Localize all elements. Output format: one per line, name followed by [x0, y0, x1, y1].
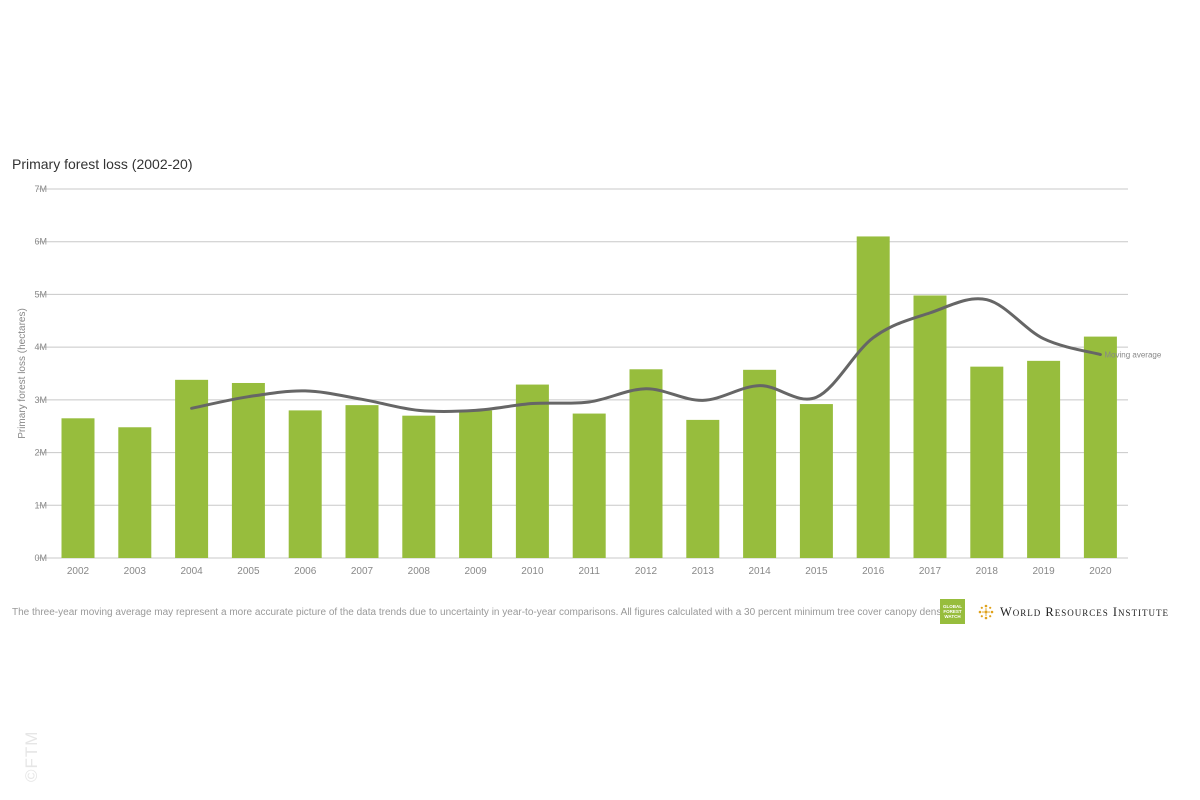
bar [288, 410, 322, 558]
x-tick-label: 2012 [635, 566, 658, 577]
bar [61, 418, 95, 558]
bar [572, 413, 606, 558]
x-tick-label: 2002 [67, 566, 90, 577]
x-tick-label: 2014 [748, 566, 771, 577]
x-tick-label: 2007 [351, 566, 374, 577]
x-tick-label: 2011 [578, 566, 600, 577]
y-tick-label: 1M [34, 500, 47, 510]
global-forest-watch-logo: GLOBAL FOREST WATCH [940, 599, 965, 624]
bar [459, 410, 493, 558]
x-tick-label: 2013 [692, 566, 715, 577]
moving-average-line [190, 297, 1102, 414]
bar [686, 419, 720, 558]
moving-average-series: Moving average [190, 297, 1162, 414]
x-tick-label: 2018 [976, 566, 999, 577]
x-tick-label: 2003 [124, 566, 147, 577]
y-tick-label: 4M [34, 342, 47, 352]
y-axis-label: Primary forest loss (hectares) [17, 308, 28, 439]
wri-emblem-icon [978, 604, 994, 620]
wri-logo-text: World Resources Institute [1000, 604, 1170, 619]
bar [913, 295, 947, 558]
bar [515, 384, 549, 558]
y-tick-label: 5M [34, 289, 47, 299]
gfw-logo-line: WATCH [944, 614, 961, 619]
y-tick-label: 3M [34, 395, 47, 405]
x-tick-label: 2005 [237, 566, 260, 577]
moving-average-label: Moving average [1104, 351, 1161, 360]
bar [1027, 360, 1061, 558]
x-tick-label: 2019 [1032, 566, 1055, 577]
bar [970, 366, 1004, 558]
y-tick-label: 6M [34, 237, 47, 247]
x-tick-label: 2016 [862, 566, 885, 577]
x-tick-label: 2015 [805, 566, 828, 577]
gfw-logo-line: GLOBAL [943, 604, 962, 609]
bar [345, 405, 379, 558]
x-tick-label: 2004 [180, 566, 203, 577]
bar [799, 404, 833, 558]
axes: 0M 1M 2M 3M 4M 5M 6M 7M Primary forest loss (hec… [17, 184, 1112, 577]
bar [118, 427, 152, 558]
bar-chart: Moving average 0M 1M 2M 3M 4M 5M 6M 7M Primary f… [17, 184, 1162, 577]
y-tick-label: 7M [34, 184, 47, 194]
y-tick-label: 2M [34, 448, 47, 458]
y-tick-label: 0M [34, 553, 47, 563]
gfw-logo-line: FOREST [943, 609, 962, 614]
world-resources-institute-logo: World Resources Institute [977, 603, 1169, 621]
bar-series [61, 236, 1117, 558]
bar [743, 369, 777, 558]
footnote: The three-year moving average may repres… [12, 607, 952, 618]
x-tick-label: 2009 [464, 566, 487, 577]
x-tick-label: 2006 [294, 566, 317, 577]
bar [629, 369, 663, 558]
x-tick-label: 2008 [408, 566, 431, 577]
x-tick-label: 2017 [919, 566, 942, 577]
x-tick-label: 2020 [1089, 566, 1112, 577]
bar [856, 236, 890, 558]
watermark: ©FTM [22, 730, 41, 782]
bar [1083, 336, 1117, 558]
bar [402, 415, 436, 558]
x-tick-label: 2010 [521, 566, 544, 577]
chart-title: Primary forest loss (2002-20) [12, 156, 193, 172]
bar [231, 382, 265, 558]
